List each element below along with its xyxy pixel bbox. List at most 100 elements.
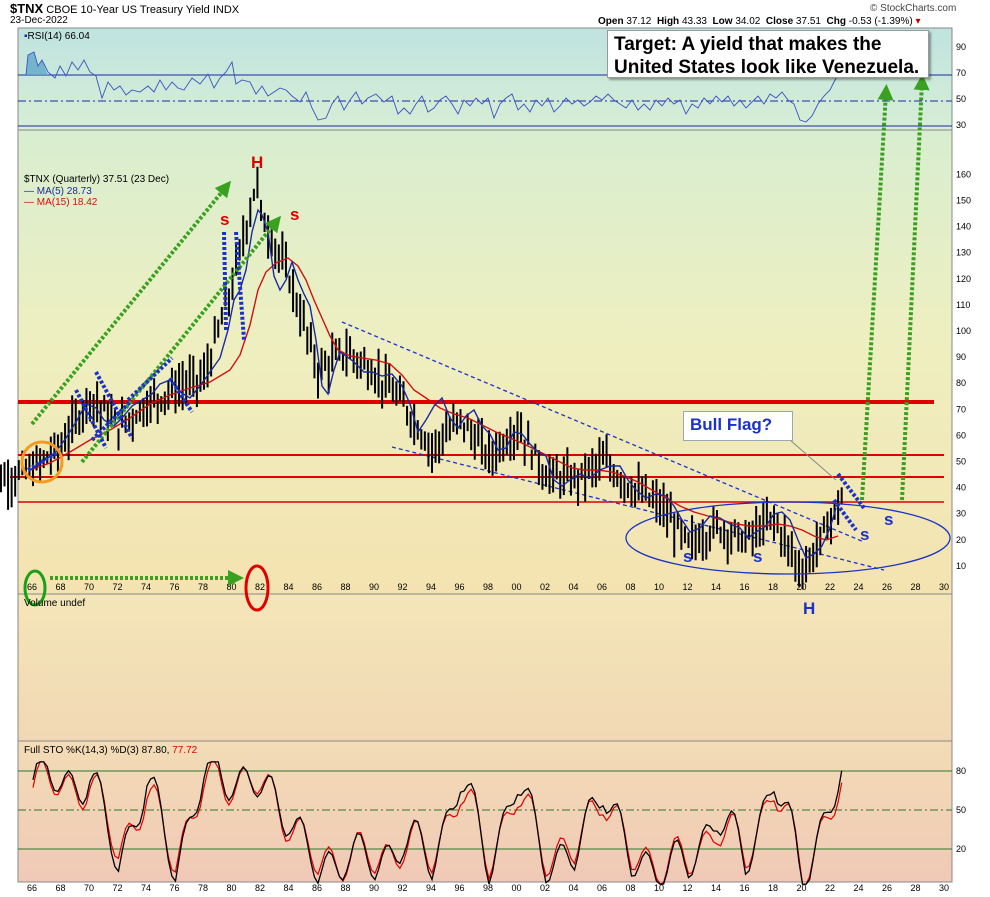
x-tick: 68 xyxy=(56,582,66,592)
green-trend-arrow-2 xyxy=(80,215,282,464)
x-axis-bottom: 66 68 70 72 74 76 78 80 82 84 86 88 90 92 94 96 98 00 02 04… xyxy=(27,883,949,893)
h-top-label: H xyxy=(251,153,263,172)
s-right-label: s xyxy=(290,205,299,224)
x-tick: 08 xyxy=(626,582,636,592)
x-tick: 16 xyxy=(740,582,750,592)
x-tick: 80 xyxy=(227,582,237,592)
x-tick: 74 xyxy=(141,883,151,893)
x-tick: 18 xyxy=(768,883,778,893)
price-tick: 50 xyxy=(956,457,966,467)
x-tick: 78 xyxy=(198,582,208,592)
x-tick: 96 xyxy=(455,883,465,893)
stockcharts-credit: © StockCharts.com xyxy=(870,3,957,14)
h-bottom-label: H xyxy=(803,599,815,618)
x-tick: 20 xyxy=(797,883,807,893)
exchange: INDX xyxy=(212,4,240,16)
x-tick: 14 xyxy=(711,883,721,893)
x-tick: 66 xyxy=(27,883,37,893)
x-tick: 12 xyxy=(683,883,693,893)
orange-circle xyxy=(20,440,64,484)
green-target-arrow-1 xyxy=(860,84,894,501)
x-tick: 10 xyxy=(654,582,664,592)
price-tick: 30 xyxy=(956,509,966,519)
sto-tick: 20 xyxy=(956,844,966,854)
x-tick: 18 xyxy=(768,582,778,592)
green-trend-arrow-1 xyxy=(30,180,232,426)
ma15-line xyxy=(29,257,839,541)
s-bottom-label-1: s xyxy=(683,547,692,566)
x-tick: 28 xyxy=(911,582,921,592)
chart-header-left: $TNX CBOE 10-Year US Treasury Yield INDX xyxy=(10,1,239,16)
sto-tick: 50 xyxy=(956,805,966,815)
rsi-axis: 90 70 50 30 xyxy=(956,42,966,130)
x-tick: 16 xyxy=(740,883,750,893)
x-tick: 84 xyxy=(284,582,294,592)
x-tick: 12 xyxy=(683,582,693,592)
price-tick: 40 xyxy=(956,483,966,493)
price-axis: 10 20 30 40 50 60 70 80 90 100 110 120 130 140 150 160 xyxy=(956,169,971,571)
s-bottom-label-2: s xyxy=(753,547,762,566)
x-tick: 78 xyxy=(198,883,208,893)
x-tick: 10 xyxy=(654,883,664,893)
volume-panel xyxy=(17,593,953,742)
x-tick: 72 xyxy=(113,883,123,893)
x-axis-middle: 66 68 70 72 74 76 78 80 82 84 86 88 90 92 94 96 98 00 02 04… xyxy=(27,582,949,592)
x-tick: 72 xyxy=(113,582,123,592)
x-tick: 94 xyxy=(426,883,436,893)
x-tick: 30 xyxy=(939,582,949,592)
price-tick: 60 xyxy=(956,430,966,440)
price-tick: 70 xyxy=(956,404,966,414)
s-left-label: s xyxy=(220,210,229,229)
x-tick: 14 xyxy=(711,582,721,592)
x-tick: 70 xyxy=(84,582,94,592)
x-tick: 04 xyxy=(569,582,579,592)
x-tick: 22 xyxy=(825,883,835,893)
green-circle xyxy=(23,569,47,607)
x-tick: 88 xyxy=(341,883,351,893)
x-tick: 28 xyxy=(911,883,921,893)
x-tick: 66 xyxy=(27,582,37,592)
x-tick: 02 xyxy=(540,883,550,893)
sto-k-line xyxy=(32,761,843,885)
x-tick: 26 xyxy=(882,582,892,592)
rsi-tick: 30 xyxy=(956,120,966,130)
x-tick: 98 xyxy=(483,582,493,592)
blue-ellipse xyxy=(625,501,951,575)
sto-panel xyxy=(17,740,953,883)
bull-flag-annotation: Bull Flag? xyxy=(683,411,793,441)
price-tick: 110 xyxy=(956,300,970,310)
x-tick: 88 xyxy=(341,582,351,592)
down-triangle-icon: ▾ xyxy=(915,16,921,27)
x-tick: 00 xyxy=(512,582,522,592)
red-circle xyxy=(244,564,270,612)
price-tick: 80 xyxy=(956,378,966,388)
price-tick: 160 xyxy=(956,169,971,179)
x-tick: 76 xyxy=(170,582,180,592)
channel-upper-line xyxy=(341,321,865,543)
price-tick: 150 xyxy=(956,196,971,206)
x-tick: 02 xyxy=(540,582,550,592)
price-label: $TNX (Quarterly) 37.51 (23 Dec) xyxy=(24,174,169,185)
sto-label: Full STO %K(14,3) %D(3) 87.80, 77.72 xyxy=(24,745,198,756)
x-tick: 96 xyxy=(455,582,465,592)
rsi-tick: 50 xyxy=(956,94,966,104)
x-tick: 92 xyxy=(398,883,408,893)
x-tick: 90 xyxy=(369,883,379,893)
price-tick: 100 xyxy=(956,326,971,336)
x-tick: 86 xyxy=(312,582,322,592)
x-tick: 70 xyxy=(84,883,94,893)
x-tick: 20 xyxy=(797,582,807,592)
x-tick: 06 xyxy=(597,883,607,893)
rsi-label: ▪RSI(14) 66.04 xyxy=(24,31,90,42)
x-tick: 24 xyxy=(854,582,864,592)
x-tick: 98 xyxy=(483,883,493,893)
ma5-label: — MA(5) 28.73 xyxy=(24,186,92,197)
ohlc-summary: Open 37.12 High 43.33 Low 34.02 Close 37… xyxy=(598,16,921,27)
sto-tick: 80 xyxy=(956,766,966,776)
x-tick: 08 xyxy=(626,883,636,893)
rsi-tick: 70 xyxy=(956,68,966,78)
x-tick: 24 xyxy=(854,883,864,893)
x-tick: 84 xyxy=(284,883,294,893)
x-tick: 80 xyxy=(227,883,237,893)
